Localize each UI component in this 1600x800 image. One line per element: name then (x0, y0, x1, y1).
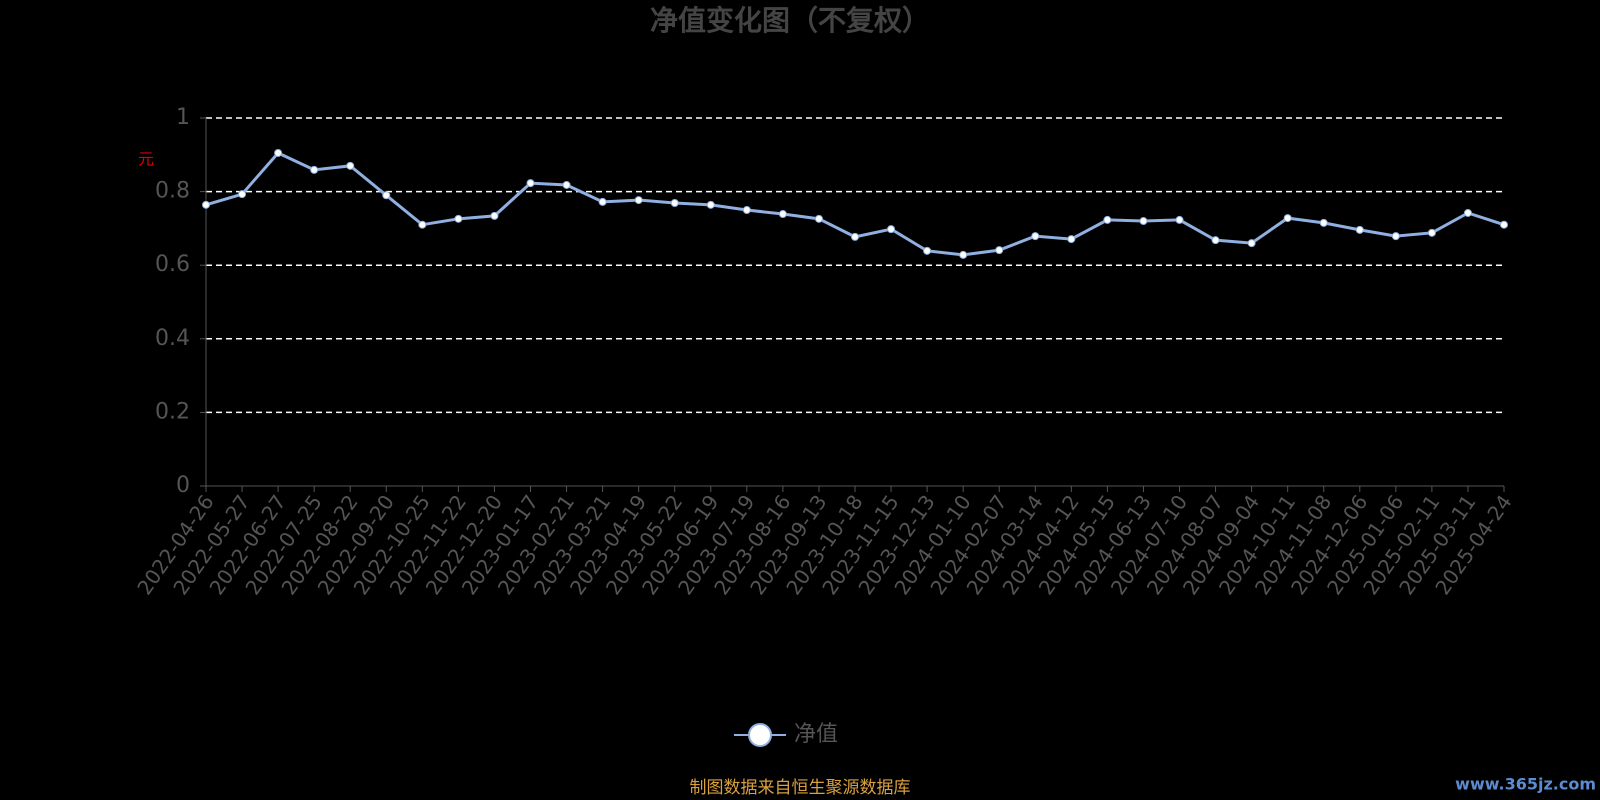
data-point (418, 220, 427, 229)
y-tick-label: 1 (176, 105, 190, 130)
data-point (1391, 232, 1400, 241)
data-point (238, 190, 247, 199)
y-tick-label: 0 (176, 473, 190, 498)
data-point (959, 250, 968, 259)
y-axis-label: 元 (138, 150, 154, 169)
data-point (1139, 217, 1148, 226)
data-point (1427, 228, 1436, 237)
legend-marker (748, 723, 772, 747)
data-point (490, 211, 499, 220)
data-point (851, 232, 859, 241)
data-point (995, 246, 1004, 255)
data-point (1175, 215, 1184, 224)
data-point (274, 148, 283, 157)
watermark: www.365jz.com (1455, 775, 1596, 794)
data-point (778, 210, 787, 219)
data-point (1211, 236, 1220, 245)
data-point (562, 180, 571, 189)
data-point (1463, 208, 1472, 217)
data-point (310, 165, 319, 174)
y-tick-label: 0.8 (155, 179, 190, 204)
data-point (1355, 225, 1364, 234)
data-point (598, 197, 607, 206)
data-point (1031, 232, 1040, 241)
data-point (1067, 235, 1076, 244)
data-point (1500, 220, 1508, 229)
data-point (526, 179, 535, 188)
data-point (1283, 214, 1292, 223)
source-note: 制图数据来自恒生聚源数据库 (690, 778, 911, 798)
data-point (634, 196, 643, 205)
data-point (1319, 218, 1328, 227)
y-tick-label: 0.6 (155, 252, 190, 277)
data-point (454, 214, 463, 223)
data-point (923, 246, 932, 255)
data-point (1247, 239, 1256, 248)
data-point (742, 206, 751, 214)
data-point (887, 225, 896, 234)
data-point (346, 161, 355, 170)
data-point (706, 200, 715, 209)
y-tick-label: 0.4 (155, 326, 190, 351)
data-point (202, 200, 210, 209)
data-point (670, 199, 679, 208)
data-point (382, 191, 391, 200)
chart-title: 净值变化图（不复权） (650, 4, 930, 37)
data-point (814, 214, 823, 223)
legend-label: 净值 (794, 722, 838, 747)
data-point (1103, 215, 1112, 224)
y-tick-label: 0.2 (155, 399, 190, 424)
